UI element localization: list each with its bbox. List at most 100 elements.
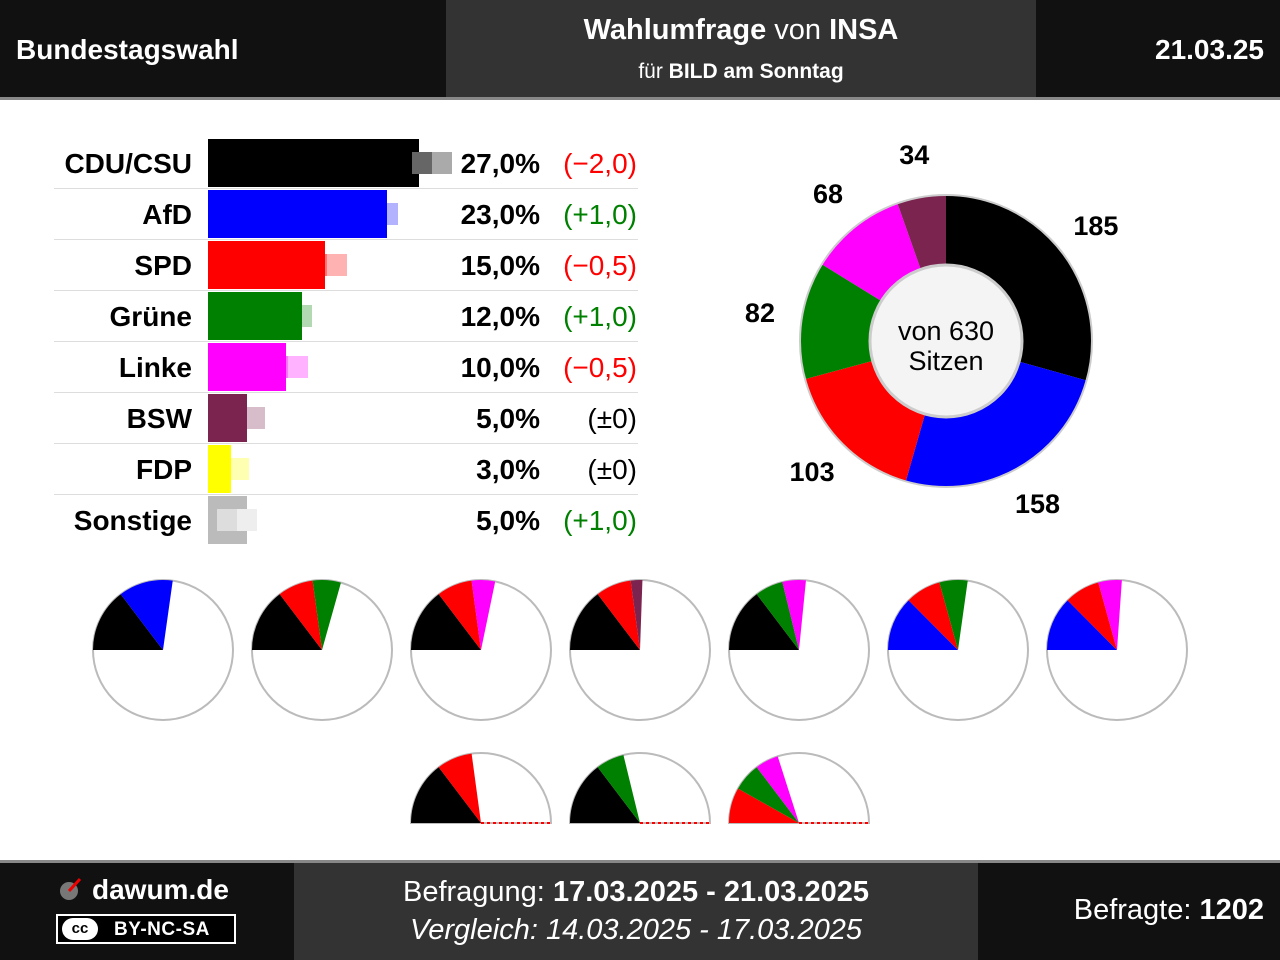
donut-slice-5 — [897, 195, 946, 270]
previous-marker-3 — [271, 305, 312, 327]
donut-slice-1 — [905, 361, 1087, 487]
party-label: AfD — [142, 199, 192, 230]
value-label: 27,0% — [460, 148, 540, 179]
coalition-slice-7-0 — [411, 767, 481, 823]
value-label: 12,0% — [460, 301, 540, 332]
coalition-slice-1-2 — [312, 580, 341, 650]
party-label: Sonstige — [73, 505, 192, 536]
party-label: CDU/CSU — [64, 148, 192, 179]
change-label: (+1,0) — [563, 301, 637, 332]
row-separator — [54, 392, 638, 393]
donut-slice-2 — [805, 360, 926, 482]
row-separator — [54, 188, 638, 189]
donut-slice-3 — [800, 264, 882, 380]
value-label: 10,0% — [460, 352, 540, 383]
poll-title-connector: von — [766, 14, 830, 46]
party-label: FDP — [136, 454, 192, 485]
coalition-slice-0-0 — [93, 594, 163, 650]
change-label: (−0,5) — [563, 250, 637, 281]
footer-divider — [0, 860, 1280, 863]
previous-marker-7 — [217, 509, 258, 531]
coalition-slice-5-0 — [888, 600, 958, 650]
seat-center-line1: von 630 — [897, 316, 995, 346]
row-separator — [54, 239, 638, 240]
row-separator — [54, 341, 638, 342]
coalition-slice-9-1 — [738, 767, 799, 823]
previous-marker-1 — [357, 203, 398, 225]
value-label: 3,0% — [476, 454, 540, 485]
change-label: (±0) — [587, 403, 637, 434]
license-badge[interactable]: cc BY-NC-SA — [56, 914, 236, 944]
previous-marker-4 — [267, 356, 308, 378]
coalition-slice-2-1 — [438, 580, 481, 650]
coalition-slice-9-2 — [756, 756, 799, 823]
change-label: (−0,5) — [563, 352, 637, 383]
change-label: (+1,0) — [563, 199, 637, 230]
respondents-value: 1202 — [1199, 894, 1264, 926]
coalition-slice-2-2 — [471, 580, 496, 650]
survey-period-value: 17.03.2025 - 21.03.2025 — [552, 876, 869, 908]
license-text: BY-NC-SA — [114, 919, 210, 940]
seat-center-line2: Sitzen — [908, 346, 984, 376]
seat-count-label: 68 — [813, 178, 844, 209]
header-divider — [0, 97, 1280, 100]
previous-marker-6 — [209, 458, 250, 480]
survey-period-label: Befragung: — [402, 876, 553, 908]
value-label: 15,0% — [460, 250, 540, 281]
row-separator — [54, 443, 638, 444]
poll-title: Wahlumfrage von INSA — [446, 14, 1036, 47]
bar-1 — [208, 190, 388, 238]
coalition-slice-6-1 — [1067, 582, 1117, 650]
poll-subtitle-prefix: für — [638, 60, 669, 83]
header-title-panel — [446, 0, 1036, 98]
seat-count-label: 34 — [899, 139, 930, 170]
coalition-slice-8-0 — [570, 767, 640, 823]
poll-subtitle: für BILD am Sonntag — [446, 60, 1036, 84]
coalition-slice-6-0 — [1047, 600, 1117, 650]
poll-date: 21.03.25 — [1155, 34, 1264, 65]
pollster-name: INSA — [829, 14, 899, 46]
value-label: 23,0% — [460, 199, 540, 230]
row-separator — [54, 290, 638, 291]
change-label: (+1,0) — [563, 505, 637, 536]
row-separator — [54, 494, 638, 495]
donut-outline — [799, 194, 1093, 488]
coalition-slice-6-2 — [1098, 580, 1122, 650]
donut-hole — [868, 263, 1024, 419]
coalition-slice-4-1 — [756, 581, 799, 650]
previous-marker-2 — [306, 254, 347, 276]
party-label: SPD — [134, 250, 192, 281]
coalition-slice-4-2 — [782, 579, 806, 650]
survey-period: Befragung: 17.03.2025 - 21.03.2025 — [294, 876, 978, 909]
coalition-slice-7-1 — [438, 753, 481, 823]
change-label: (±0) — [587, 454, 637, 485]
coalition-slice-5-2 — [939, 580, 968, 650]
dawum-logo-icon — [60, 877, 82, 900]
coalition-slice-1-1 — [279, 580, 322, 650]
party-label: BSW — [126, 403, 192, 434]
donut-slice-0 — [946, 195, 1092, 381]
bar-0 — [208, 139, 419, 187]
coalition-slice-3-1 — [597, 580, 640, 650]
seat-count-label: 185 — [1073, 211, 1119, 242]
brand-link[interactable]: dawum.de — [92, 874, 229, 905]
coalition-slice-3-0 — [570, 594, 640, 650]
seat-count-label: 82 — [744, 297, 775, 328]
seat-count-label: 103 — [789, 456, 835, 487]
coalition-slice-0-1 — [120, 580, 173, 650]
coalition-slice-9-0 — [729, 788, 799, 823]
party-label: Linke — [118, 352, 192, 383]
election-name: Bundestagswahl — [16, 34, 239, 65]
donut-slice-4 — [821, 203, 921, 302]
coalition-slice-3-2 — [630, 580, 643, 650]
value-label: 5,0% — [476, 403, 540, 434]
value-label: 5,0% — [476, 505, 540, 536]
comparison-period: Vergleich: 14.03.2025 - 17.03.2025 — [410, 914, 862, 946]
coalition-slice-5-1 — [908, 582, 958, 650]
creative-commons-icon: cc — [62, 918, 98, 940]
coalition-slice-4-0 — [729, 594, 799, 650]
respondents-label: Befragte: — [1073, 894, 1200, 926]
seat-count-label: 158 — [1015, 489, 1061, 520]
previous-marker-5 — [225, 407, 265, 429]
